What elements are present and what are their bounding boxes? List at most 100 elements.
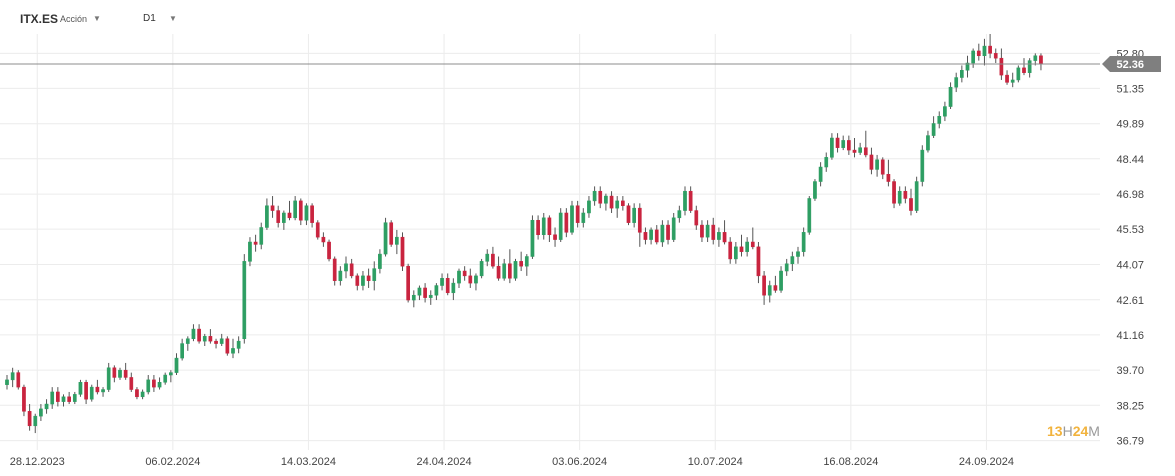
y-tick-label: 48.44 xyxy=(1116,154,1144,166)
candle-body xyxy=(745,241,749,252)
candle xyxy=(417,285,422,301)
candle xyxy=(683,186,687,216)
candle xyxy=(315,220,320,240)
candle-body xyxy=(225,338,230,354)
candle-body xyxy=(185,338,190,344)
candle-body xyxy=(914,181,919,211)
candle xyxy=(321,232,326,247)
candle-body xyxy=(626,205,631,223)
candle-body xyxy=(880,159,885,175)
y-tick-label: 39.70 xyxy=(1116,365,1144,377)
candle-body xyxy=(310,205,314,223)
candle-body xyxy=(767,285,772,296)
candle xyxy=(649,227,653,245)
candle xyxy=(705,220,710,242)
candle xyxy=(858,142,862,155)
candle xyxy=(570,200,574,235)
grid-lines xyxy=(0,34,1100,450)
candle-body xyxy=(587,200,591,214)
candle xyxy=(745,237,749,257)
candle xyxy=(445,273,450,296)
y-axis: 52.8051.3549.8948.4446.9845.5344.0742.61… xyxy=(1116,48,1144,447)
candle-body xyxy=(332,258,337,281)
candle-body xyxy=(485,253,490,262)
candle-body xyxy=(129,377,134,390)
candle xyxy=(875,154,879,177)
candle-body xyxy=(700,224,704,238)
candle-body xyxy=(157,382,162,388)
candle xyxy=(451,278,456,301)
candle xyxy=(411,290,416,308)
candle xyxy=(558,208,563,242)
candle-body xyxy=(400,236,405,267)
candle xyxy=(395,229,399,255)
candle-body xyxy=(67,396,72,402)
candle xyxy=(502,258,507,281)
candle xyxy=(581,208,586,228)
candle xyxy=(389,220,394,247)
candle-body xyxy=(389,222,394,245)
candle xyxy=(56,387,60,407)
candle-body xyxy=(705,224,710,238)
candle-body xyxy=(558,212,563,240)
candle xyxy=(485,249,490,267)
candle xyxy=(174,353,179,376)
candle-body xyxy=(734,246,738,260)
symbol-dropdown-chevron-icon[interactable]: ▼ xyxy=(93,14,101,23)
y-tick-label: 44.07 xyxy=(1116,259,1144,271)
candle xyxy=(428,290,433,305)
candle xyxy=(688,186,693,213)
candle-body xyxy=(790,256,795,265)
candle xyxy=(830,133,834,160)
current-price-tag xyxy=(1102,55,1161,72)
candle xyxy=(27,404,32,431)
candle xyxy=(541,212,546,240)
candle-body xyxy=(468,275,473,284)
timeframe-dropdown-chevron-icon[interactable]: ▼ xyxy=(169,14,177,23)
candle-body xyxy=(163,374,168,383)
candle-body xyxy=(847,140,851,151)
candle-body xyxy=(496,265,501,279)
candle xyxy=(152,375,156,392)
candle xyxy=(61,394,66,407)
candle xyxy=(519,251,523,272)
candle xyxy=(72,391,77,405)
candle xyxy=(349,258,354,279)
candle-body xyxy=(519,261,523,267)
candle-body xyxy=(118,369,122,378)
candle-body xyxy=(383,222,388,255)
candle xyxy=(253,234,258,252)
candle xyxy=(1039,53,1043,71)
candle-body xyxy=(660,224,665,243)
candle xyxy=(954,72,959,93)
candle-body xyxy=(575,205,580,223)
candle xyxy=(553,227,557,247)
x-tick-label: 24.09.2024 xyxy=(959,456,1014,468)
candle xyxy=(536,215,540,240)
candle-body xyxy=(813,181,817,199)
candle xyxy=(39,404,43,421)
candle-body xyxy=(253,241,258,245)
candle-body xyxy=(530,219,535,257)
candle xyxy=(575,200,580,228)
candle-body xyxy=(592,190,597,202)
candle-body xyxy=(265,205,269,228)
candle xyxy=(468,268,473,288)
candle-body xyxy=(338,270,343,281)
x-tick-label: 16.08.2024 xyxy=(823,456,878,468)
candle xyxy=(835,133,840,153)
candle xyxy=(270,196,275,218)
candle-body xyxy=(474,275,478,284)
candle xyxy=(22,384,26,417)
candle-body xyxy=(378,253,382,269)
candle-body xyxy=(242,261,247,339)
candle-body xyxy=(27,411,32,427)
candle-body xyxy=(445,278,450,294)
candle-body xyxy=(801,232,806,252)
timeframe-selector[interactable]: D1 xyxy=(143,13,156,24)
candle xyxy=(592,186,597,206)
candle-body xyxy=(372,268,377,281)
candle xyxy=(621,196,625,211)
